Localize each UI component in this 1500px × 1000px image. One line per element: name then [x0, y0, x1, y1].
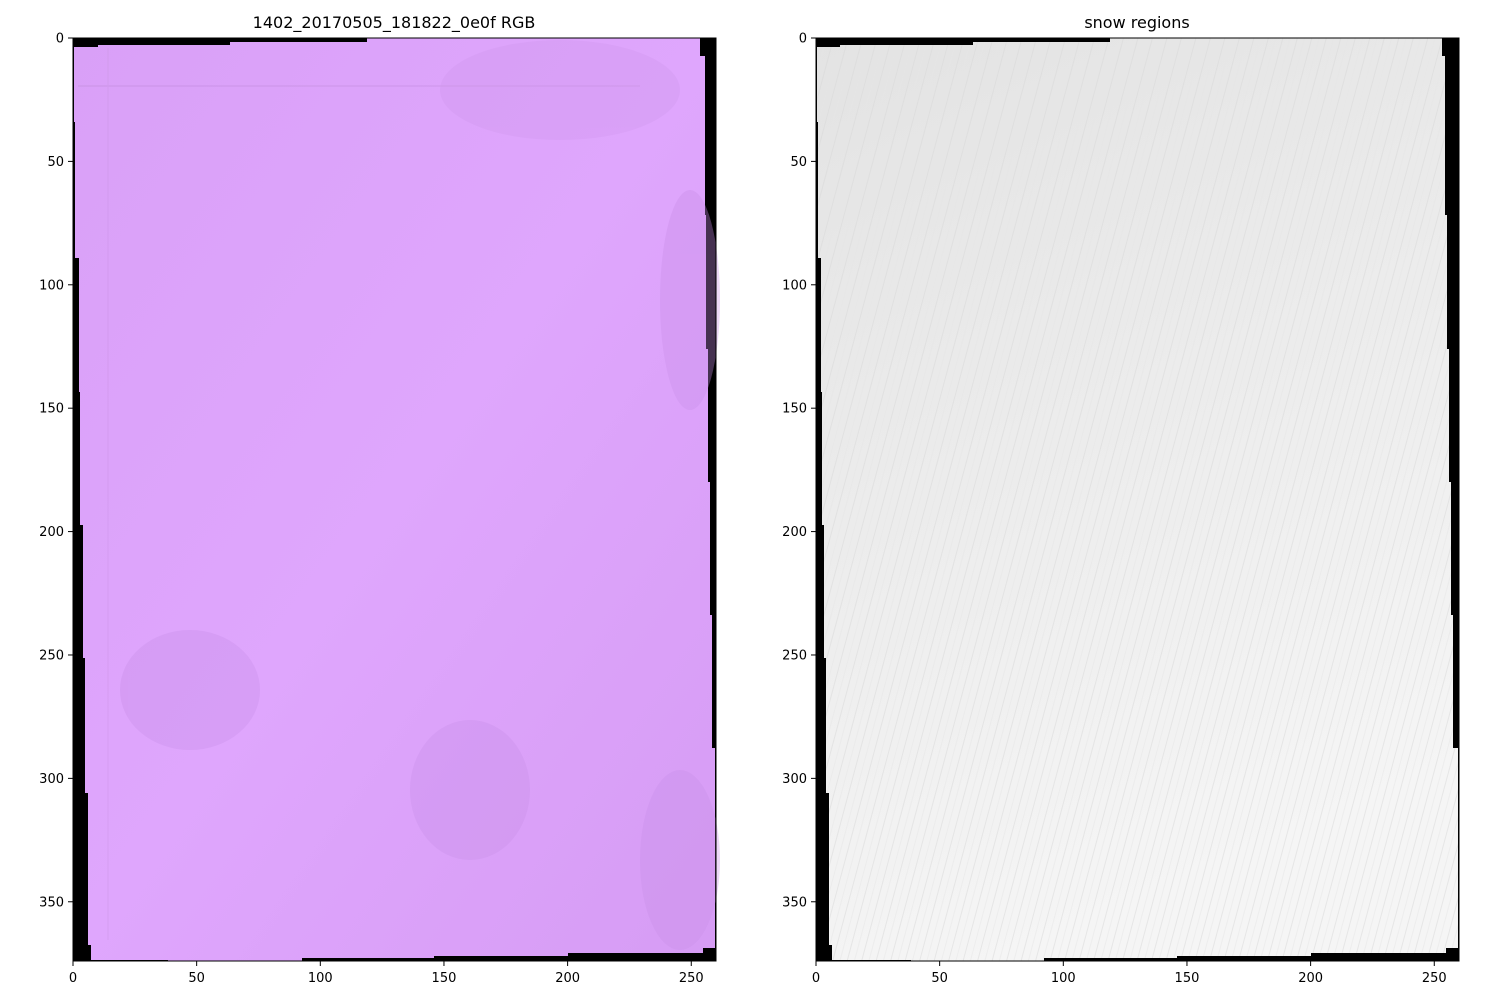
snow-y-tick-label: 0 — [799, 32, 807, 47]
snow-y-tick-label: 200 — [782, 525, 807, 540]
snow-y-tick-label: 50 — [790, 155, 807, 170]
snow-x-tick-label: 50 — [931, 971, 948, 986]
rgb-y-tick-label: 50 — [47, 155, 64, 170]
rgb-image-content — [74, 38, 715, 961]
snow-image — [816, 38, 1459, 961]
rgb-x-tick-label: 250 — [679, 971, 704, 986]
snow-y-tick-label: 350 — [782, 895, 807, 910]
rgb-y-tick-label: 350 — [39, 895, 64, 910]
rgb-y-ticks: 0 50 100 150 200 250 300 350 — [39, 32, 73, 910]
snow-regions-panel: snow regions 0 50 100 150 200 250 0 50 100 150 20… — [782, 13, 1460, 986]
rgb-y-tick-label: 250 — [39, 648, 64, 663]
snow-x-tick-label: 150 — [1175, 971, 1200, 986]
rgb-image — [73, 38, 720, 961]
snow-x-tick-label: 100 — [1051, 971, 1076, 986]
snow-y-tick-label: 300 — [782, 772, 807, 787]
snow-y-tick-label: 250 — [782, 648, 807, 663]
snow-axes-frame — [815, 37, 1460, 962]
rgb-x-ticks: 0 50 100 150 200 250 — [69, 961, 704, 986]
rgb-axes-frame — [72, 37, 717, 962]
snow-x-tick-label: 200 — [1298, 971, 1323, 986]
rgb-y-tick-label: 150 — [39, 402, 64, 417]
rgb-y-tick-label: 0 — [56, 32, 64, 47]
snow-x-ticks: 0 50 100 150 200 250 — [812, 961, 1447, 986]
rgb-x-tick-label: 0 — [69, 971, 77, 986]
rgb-image-panel: 1402_20170505_181822_0e0f RGB 0 50 100 150 2… — [39, 13, 720, 986]
rgb-x-tick-label: 50 — [188, 971, 205, 986]
snow-y-tick-label: 150 — [782, 402, 807, 417]
snow-y-ticks: 0 50 100 150 200 250 300 350 — [782, 32, 816, 910]
rgb-y-tick-label: 200 — [39, 525, 64, 540]
snow-panel-title: snow regions — [1084, 13, 1189, 32]
snow-y-tick-label: 100 — [782, 278, 807, 293]
snow-x-tick-label: 250 — [1422, 971, 1447, 986]
rgb-x-tick-label: 100 — [308, 971, 333, 986]
snow-image-texture — [817, 38, 1458, 961]
rgb-x-tick-label: 200 — [555, 971, 580, 986]
rgb-image-shading — [78, 40, 720, 950]
rgb-x-tick-label: 150 — [432, 971, 457, 986]
rgb-y-tick-label: 300 — [39, 772, 64, 787]
snow-x-tick-label: 0 — [812, 971, 820, 986]
rgb-y-tick-label: 100 — [39, 278, 64, 293]
rgb-panel-title: 1402_20170505_181822_0e0f RGB — [253, 13, 536, 33]
